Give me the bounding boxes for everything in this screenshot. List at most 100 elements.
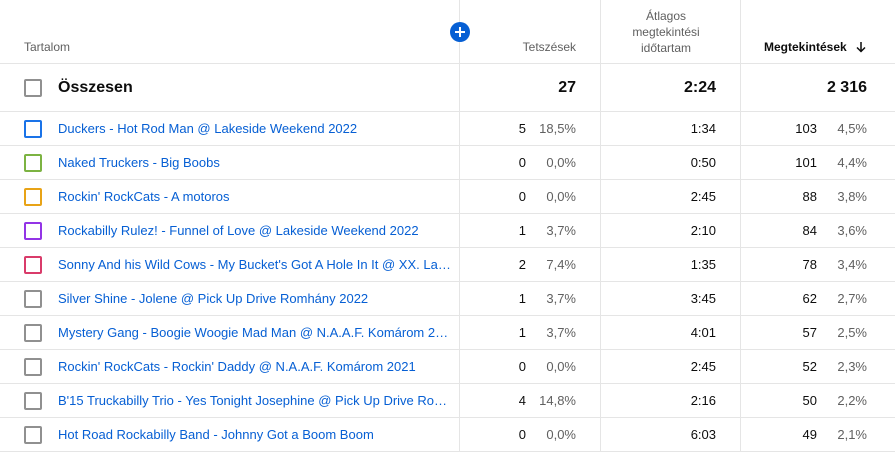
row-content-cell: Rockin' RockCats - Rockin' Daddy @ N.A.A…	[0, 350, 460, 383]
row-duration-value: 0:50	[690, 155, 716, 170]
table-row[interactable]: Silver Shine - Jolene @ Pick Up Drive Ro…	[0, 282, 895, 316]
row-likes-value: 0	[518, 359, 526, 374]
table-row[interactable]: Mystery Gang - Boogie Woogie Mad Man @ N…	[0, 316, 895, 350]
add-column-button[interactable]	[450, 22, 470, 42]
row-checkbox[interactable]	[24, 391, 42, 410]
video-title-link[interactable]: Rockin' RockCats - Rockin' Daddy @ N.A.A…	[58, 359, 416, 374]
total-views-value: 2 316	[826, 79, 867, 96]
total-duration-cell: 2:24	[601, 64, 741, 111]
header-views-cell[interactable]: Megtekintések	[741, 0, 895, 63]
sort-down-arrow-icon	[856, 42, 866, 53]
row-duration-cell: 2:45	[601, 350, 741, 383]
video-title-link[interactable]: B'15 Truckabilly Trio - Yes Tonight Jose…	[58, 393, 452, 408]
video-title-link[interactable]: Duckers - Hot Rod Man @ Lakeside Weekend…	[58, 121, 358, 136]
row-checkbox[interactable]	[24, 187, 42, 206]
row-checkbox[interactable]	[24, 357, 42, 376]
video-title-link[interactable]: Mystery Gang - Boogie Woogie Mad Man @ N…	[58, 325, 452, 340]
table-row[interactable]: Rockabilly Rulez! - Funnel of Love @ Lak…	[0, 214, 895, 248]
row-checkbox[interactable]	[24, 323, 42, 342]
row-checkbox[interactable]	[24, 425, 42, 444]
table-header: Tartalom Tetszések Átlagos megtekintési …	[0, 0, 895, 64]
header-likes-label[interactable]: Tetszések	[522, 40, 576, 54]
row-likes-cell: 1 3,7%	[460, 282, 601, 315]
table-row[interactable]: Hot Road Rockabilly Band - Johnny Got a …	[0, 418, 895, 452]
row-views-percent: 2,5%	[837, 325, 867, 340]
row-views-cell: 103 4,5%	[741, 112, 895, 145]
table-row[interactable]: Rockin' RockCats - Rockin' Daddy @ N.A.A…	[0, 350, 895, 384]
video-title-link[interactable]: Hot Road Rockabilly Band - Johnny Got a …	[58, 427, 374, 442]
table-row[interactable]: Sonny And his Wild Cows - My Bucket's Go…	[0, 248, 895, 282]
row-likes-cell: 1 3,7%	[460, 316, 601, 349]
row-checkbox[interactable]	[24, 153, 42, 172]
row-views-percent: 4,5%	[837, 121, 867, 136]
row-views-percent: 3,6%	[837, 223, 867, 238]
row-duration-cell: 2:45	[601, 180, 741, 213]
row-views-cell: 52 2,3%	[741, 350, 895, 383]
row-views-value: 49	[802, 427, 817, 442]
total-views-cell: 2 316	[741, 64, 895, 111]
row-content-cell: Naked Truckers - Big Boobs	[0, 146, 460, 179]
row-likes-value: 1	[518, 291, 526, 306]
row-checkbox[interactable]	[24, 119, 42, 138]
video-title-link[interactable]: Naked Truckers - Big Boobs	[58, 155, 220, 170]
video-title-link[interactable]: Silver Shine - Jolene @ Pick Up Drive Ro…	[58, 291, 369, 306]
row-likes-percent: 18,5%	[539, 121, 576, 136]
row-duration-cell: 2:16	[601, 384, 741, 417]
table-row[interactable]: Duckers - Hot Rod Man @ Lakeside Weekend…	[0, 112, 895, 146]
row-likes-value: 1	[518, 223, 526, 238]
row-likes-cell: 2 7,4%	[460, 248, 601, 281]
row-views-value: 88	[802, 189, 817, 204]
total-content-cell: Összesen	[0, 64, 460, 111]
row-likes-cell: 0 0,0%	[460, 146, 601, 179]
row-duration-cell: 6:03	[601, 418, 741, 451]
video-title-link[interactable]: Rockabilly Rulez! - Funnel of Love @ Lak…	[58, 223, 419, 238]
header-likes-cell[interactable]: Tetszések	[460, 0, 601, 63]
table-body: Duckers - Hot Rod Man @ Lakeside Weekend…	[0, 112, 895, 452]
row-likes-percent: 0,0%	[546, 427, 576, 442]
row-likes-cell: 4 14,8%	[460, 384, 601, 417]
row-duration-value: 4:01	[690, 325, 716, 340]
row-likes-value: 1	[518, 325, 526, 340]
header-avg-duration-line-2: megtekintési	[632, 25, 700, 39]
row-duration-value: 2:45	[690, 189, 716, 204]
row-views-percent: 2,1%	[837, 427, 867, 442]
row-likes-value: 0	[518, 155, 526, 170]
row-duration-value: 1:34	[690, 121, 716, 136]
row-views-value: 57	[802, 325, 817, 340]
row-checkbox[interactable]	[24, 255, 42, 274]
video-title-link[interactable]: Rockin' RockCats - A motoros	[58, 189, 230, 204]
row-checkbox[interactable]	[24, 289, 42, 308]
row-views-value: 78	[802, 257, 817, 272]
header-avg-duration-line-1: Átlagos	[645, 9, 687, 23]
total-duration-value: 2:24	[683, 79, 716, 96]
header-views-sort[interactable]: Megtekintések	[764, 40, 867, 54]
row-likes-percent: 0,0%	[546, 359, 576, 374]
row-views-percent: 3,4%	[837, 257, 867, 272]
row-duration-cell: 4:01	[601, 316, 741, 349]
header-avg-duration-cell[interactable]: Átlagos megtekintési időtartam	[601, 0, 741, 63]
row-likes-value: 5	[518, 121, 526, 136]
row-views-percent: 2,3%	[837, 359, 867, 374]
row-likes-value: 0	[518, 427, 526, 442]
header-avg-duration-label[interactable]: Átlagos megtekintési időtartam	[616, 8, 716, 56]
row-likes-value: 4	[518, 393, 526, 408]
row-views-percent: 3,8%	[837, 189, 867, 204]
row-views-cell: 78 3,4%	[741, 248, 895, 281]
total-likes-cell: 27	[460, 64, 601, 111]
table-row[interactable]: Naked Truckers - Big Boobs 0 0,0% 0:50 1…	[0, 146, 895, 180]
row-content-cell: Mystery Gang - Boogie Woogie Mad Man @ N…	[0, 316, 460, 349]
row-likes-cell: 5 18,5%	[460, 112, 601, 145]
video-title-link[interactable]: Sonny And his Wild Cows - My Bucket's Go…	[58, 257, 452, 272]
total-label: Összesen	[58, 78, 133, 96]
row-likes-percent: 3,7%	[546, 223, 576, 238]
header-views-label: Megtekintések	[764, 40, 847, 54]
table-row[interactable]: B'15 Truckabilly Trio - Yes Tonight Jose…	[0, 384, 895, 418]
table-row[interactable]: Rockin' RockCats - A motoros 0 0,0% 2:45…	[0, 180, 895, 214]
row-content-cell: Silver Shine - Jolene @ Pick Up Drive Ro…	[0, 282, 460, 315]
row-duration-value: 2:10	[690, 223, 716, 238]
header-content-label[interactable]: Tartalom	[24, 40, 71, 54]
row-views-value: 52	[802, 359, 817, 374]
row-checkbox[interactable]	[24, 221, 42, 240]
total-checkbox[interactable]	[24, 78, 42, 97]
